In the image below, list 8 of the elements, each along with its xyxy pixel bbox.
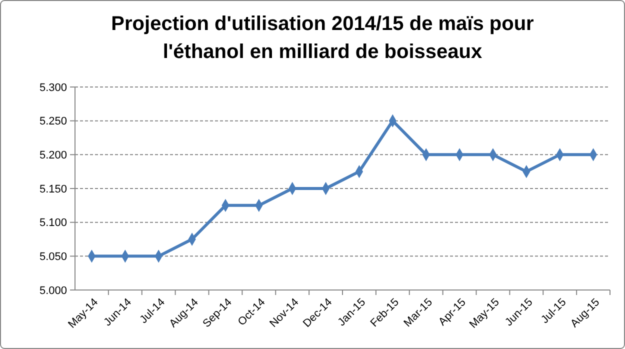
y-tick-label: 5.150 xyxy=(39,183,67,196)
chart-title: Projection d'utilisation 2014/15 de maïs pour l'éthanol en milliard de boisseaux xyxy=(111,13,534,63)
y-tick-label: 5.300 xyxy=(39,82,67,94)
y-tick-label: 5.000 xyxy=(39,284,67,297)
y-tick-label: 5.250 xyxy=(39,116,67,128)
y-tick-label: 5.050 xyxy=(39,251,67,264)
y-tick-label: 5.100 xyxy=(39,217,67,230)
y-tick-label: 5.200 xyxy=(39,150,67,162)
